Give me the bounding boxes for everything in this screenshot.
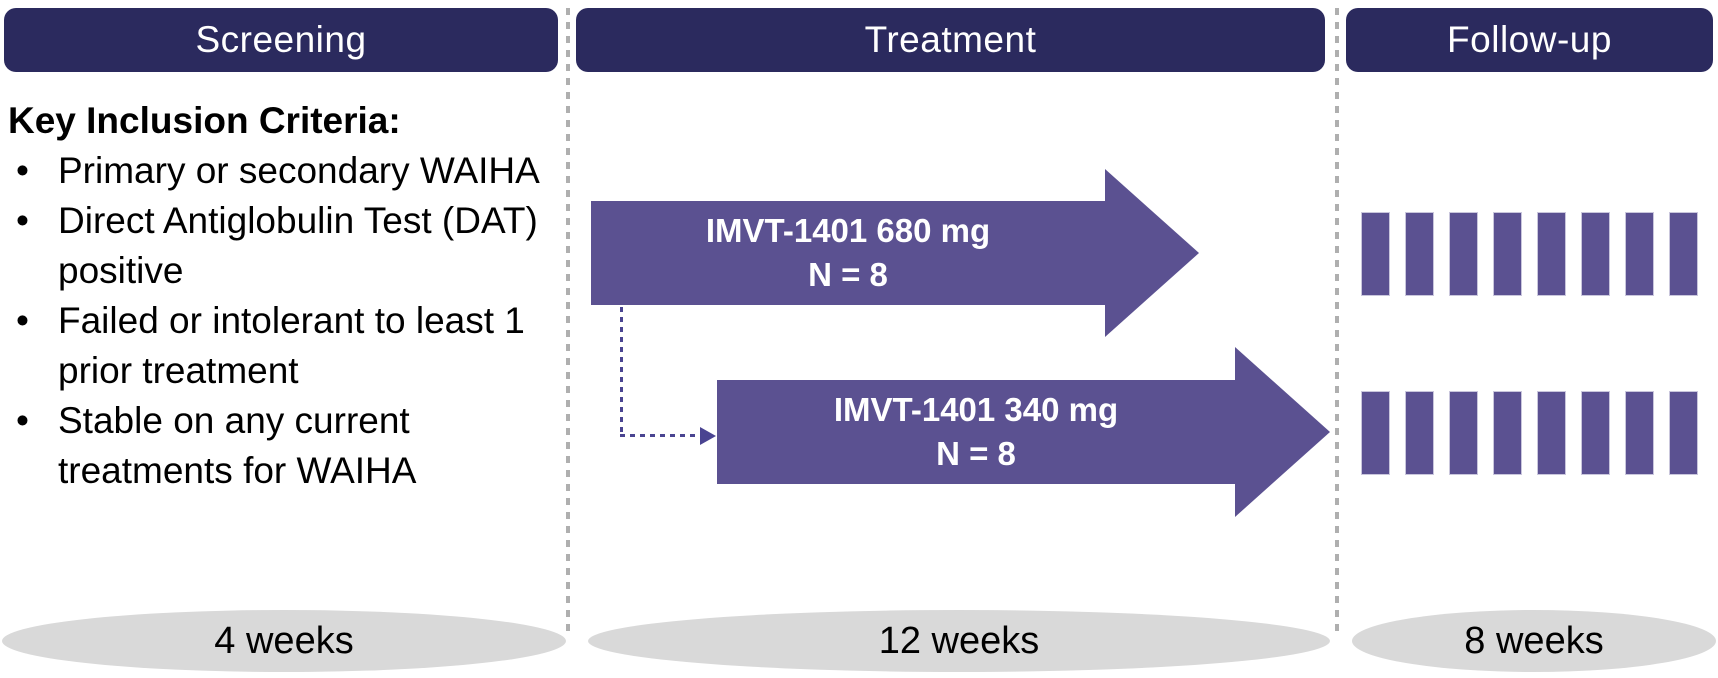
followup-tick: [1406, 392, 1433, 474]
followup-tick: [1494, 392, 1521, 474]
followup-tick: [1494, 213, 1521, 295]
followup-tick: [1626, 213, 1653, 295]
followup-tick: [1582, 213, 1609, 295]
criteria-item: Failed or intolerant to least 1 prior tr…: [8, 296, 558, 396]
arm-connector-arrowhead-icon: [700, 427, 716, 445]
duration-pill-treatment-label: 12 weeks: [878, 619, 1040, 662]
followup-tick: [1626, 392, 1653, 474]
treatment-arm2-arrow: IMVT-1401 340 mg N = 8: [717, 380, 1235, 484]
treatment-arm1-arrowhead-icon: [1105, 169, 1199, 337]
followup-tick: [1362, 213, 1389, 295]
inclusion-criteria-list: Primary or secondary WAIHADirect Antiglo…: [8, 146, 558, 496]
duration-pill-screening: 4 weeks: [2, 610, 566, 672]
followup-tick: [1362, 392, 1389, 474]
phase-header-treatment-label: Treatment: [864, 19, 1037, 60]
treatment-arm1-dose: IMVT-1401 680 mg: [705, 212, 991, 249]
phase-header-followup-label: Follow-up: [1447, 19, 1612, 60]
phase-header-treatment: Treatment: [576, 8, 1325, 72]
criteria-item: Primary or secondary WAIHA: [8, 146, 558, 196]
column-divider-screening-treatment: [566, 8, 570, 636]
phase-header-followup: Follow-up: [1346, 8, 1713, 72]
duration-pill-followup-label: 8 weeks: [1464, 619, 1604, 662]
inclusion-criteria-block: Key Inclusion Criteria: Primary or secon…: [8, 96, 558, 496]
followup-tick: [1538, 392, 1565, 474]
duration-pill-followup: 8 weeks: [1352, 610, 1716, 672]
followup-tick: [1582, 392, 1609, 474]
arm-connector-vertical-line: [620, 307, 623, 434]
inclusion-criteria-title: Key Inclusion Criteria:: [8, 100, 401, 141]
duration-pill-screening-label: 4 weeks: [214, 619, 354, 662]
followup-tick: [1450, 213, 1477, 295]
treatment-arm1-n: N = 8: [808, 256, 888, 293]
followup-tick: [1670, 213, 1697, 295]
followup-tick: [1538, 213, 1565, 295]
treatment-arm2-n: N = 8: [936, 435, 1016, 472]
followup-tick: [1406, 213, 1433, 295]
treatment-arm1-arrow: IMVT-1401 680 mg N = 8: [591, 201, 1105, 305]
criteria-item: Direct Antiglobulin Test (DAT) positive: [8, 196, 558, 296]
treatment-arm2-dose: IMVT-1401 340 mg: [833, 391, 1119, 428]
column-divider-treatment-followup: [1335, 8, 1339, 636]
phase-header-screening-label: Screening: [195, 19, 367, 60]
followup-tick: [1450, 392, 1477, 474]
followup-tick-row: [1362, 213, 1697, 295]
phase-header-screening: Screening: [4, 8, 558, 72]
arm-connector-horizontal-line: [620, 434, 700, 437]
duration-pill-treatment: 12 weeks: [588, 610, 1330, 672]
followup-tick-row: [1362, 392, 1697, 474]
followup-tick: [1670, 392, 1697, 474]
criteria-item: Stable on any current treatments for WAI…: [8, 396, 558, 496]
treatment-arm2-arrowhead-icon: [1235, 347, 1330, 517]
